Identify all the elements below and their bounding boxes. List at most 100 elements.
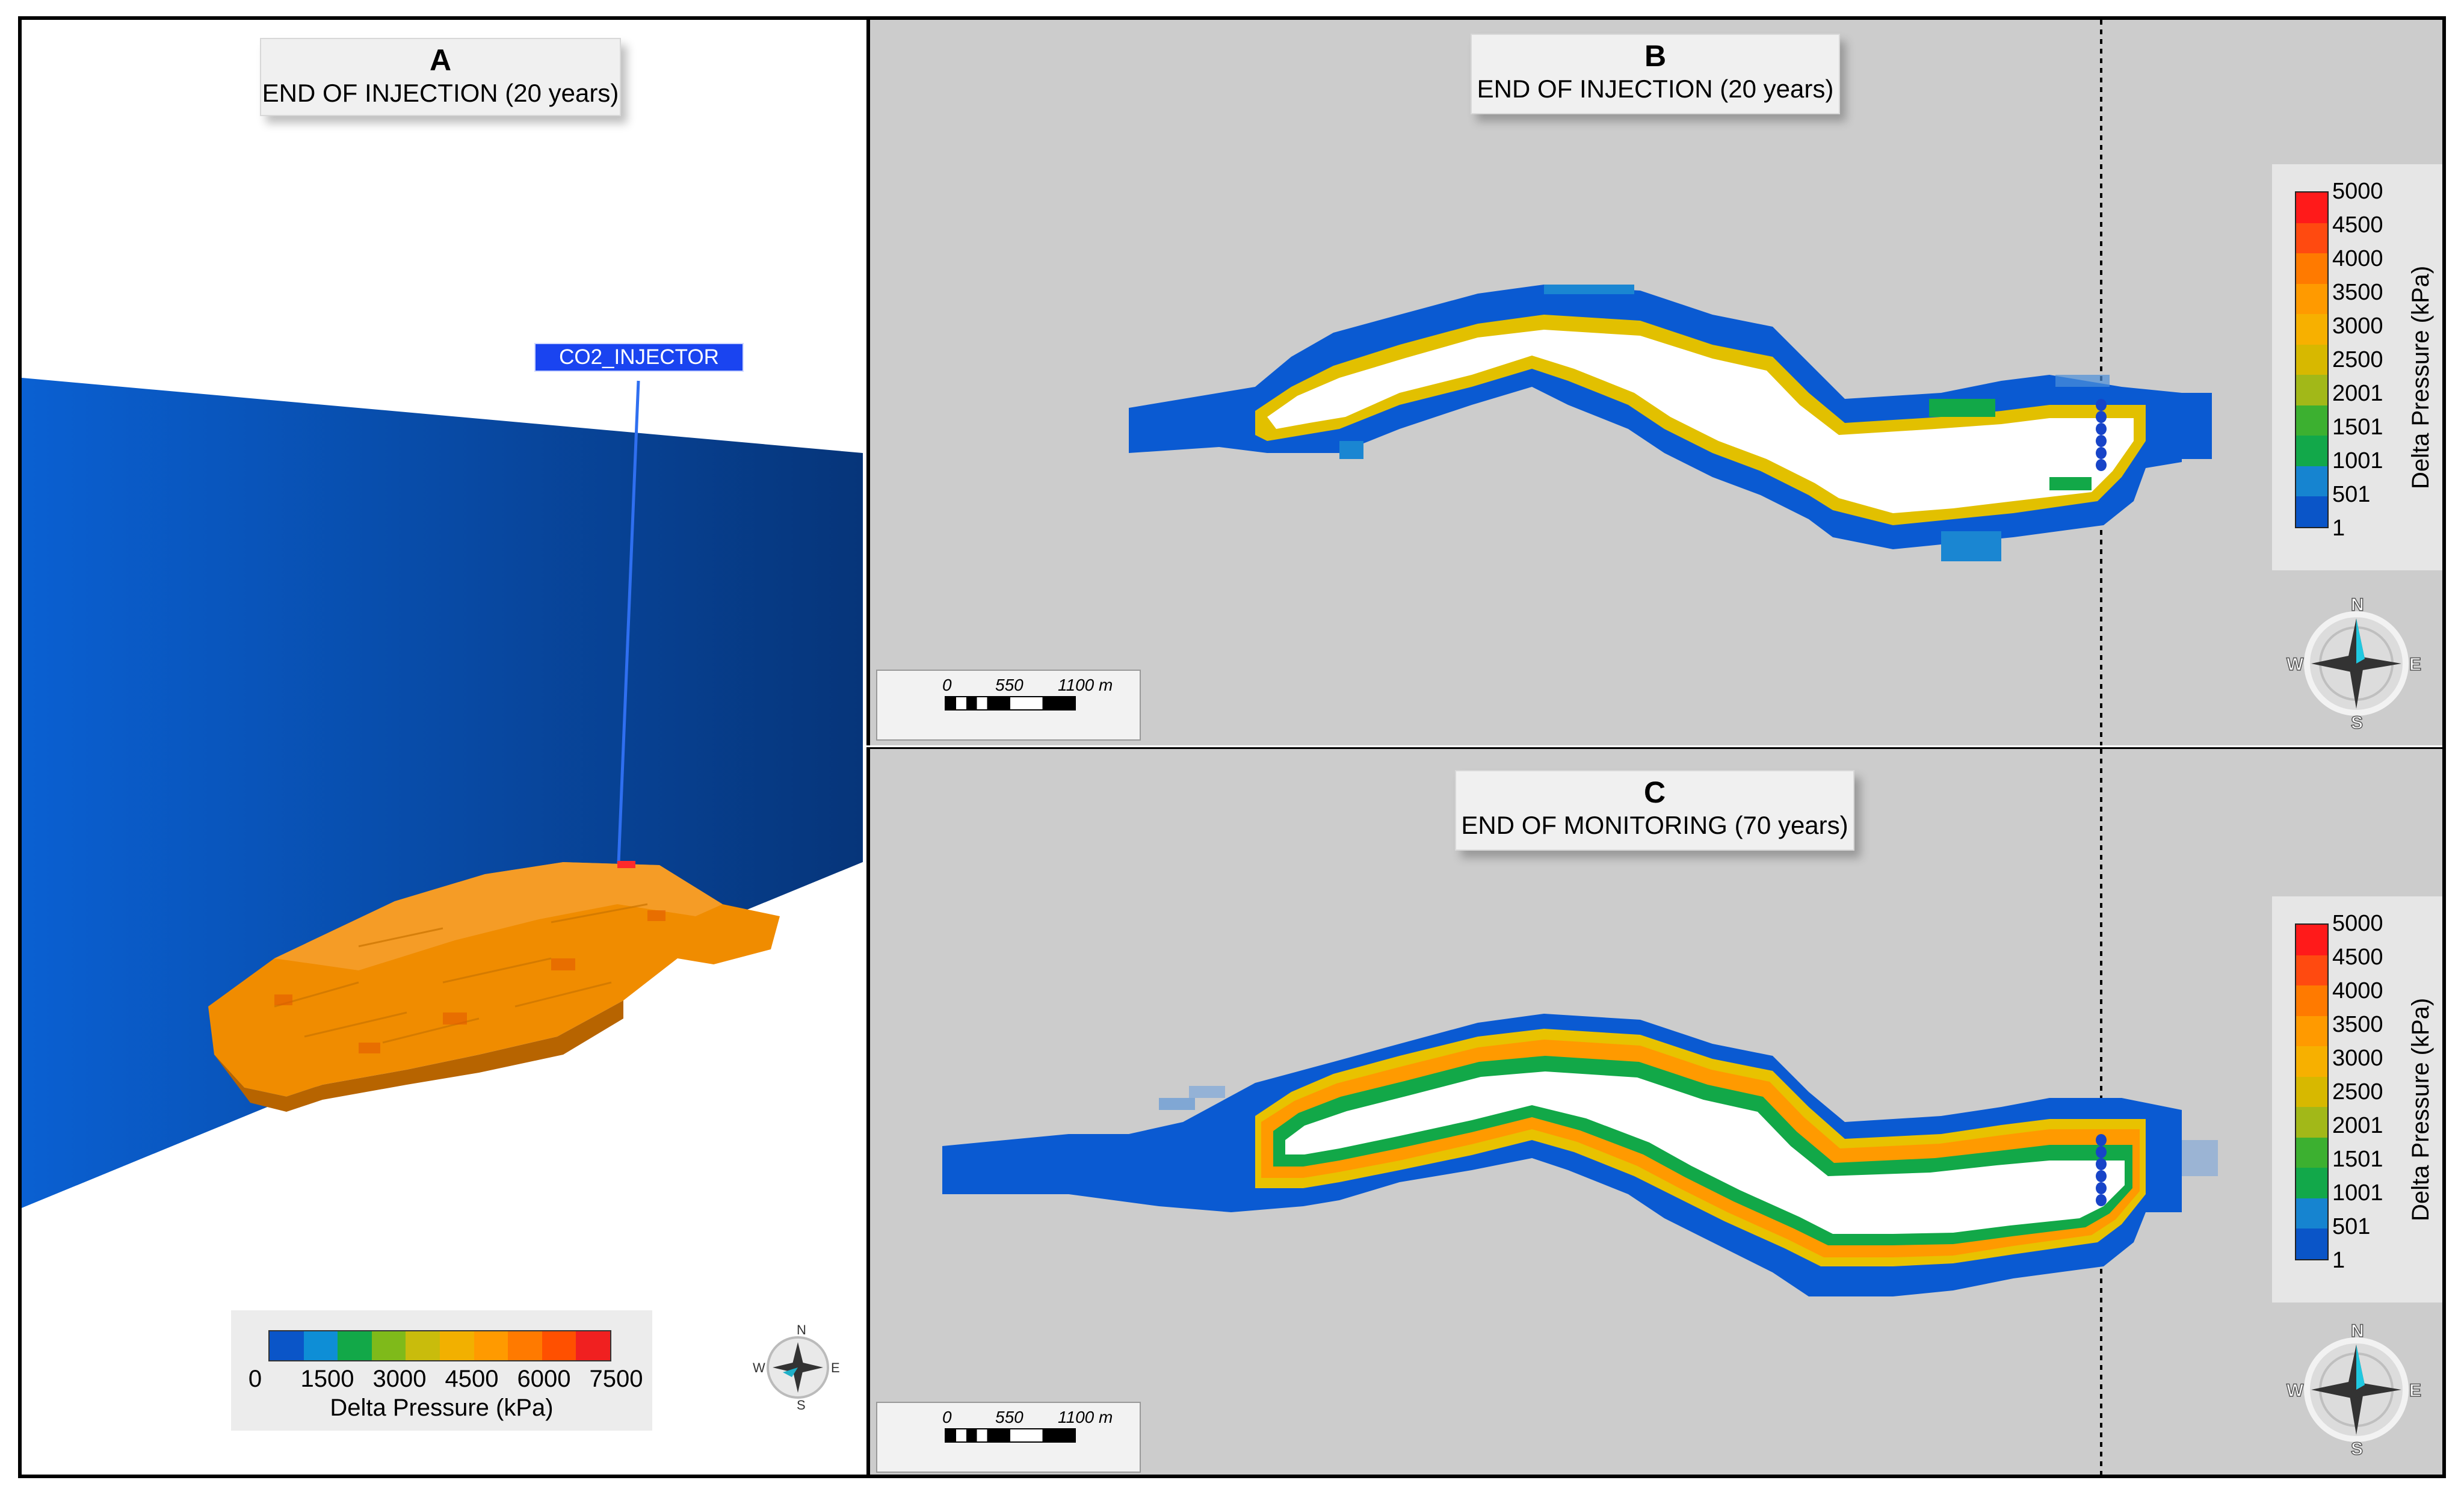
panel-c-letter: C	[1643, 775, 1666, 809]
legend-swatch	[2296, 466, 2327, 497]
legend-swatch	[2296, 985, 2327, 1016]
legend-label: 1501	[2332, 415, 2383, 440]
legend-label: 3000	[2332, 313, 2383, 339]
compass-b-s: S	[2351, 713, 2363, 733]
compass-c-s: S	[2351, 1439, 2363, 1459]
legend-swatch	[2296, 283, 2327, 315]
scale-b-bar	[945, 696, 1076, 711]
compass-c-n: N	[2351, 1321, 2364, 1341]
legend-a-tick: 4500	[445, 1366, 499, 1392]
legend-label: 4000	[2332, 978, 2383, 1003]
panel-a-legend: 0 1500 3000 4500 6000 7500 Delta Pressure (kP…	[231, 1310, 652, 1431]
scale-b-0: 0	[942, 676, 952, 694]
compass-b-e: E	[2409, 655, 2421, 674]
legend-a-swatch	[338, 1331, 372, 1360]
legend-label: 3000	[2332, 1046, 2383, 1071]
legend-label: 1	[2332, 516, 2345, 541]
legend-a-swatch	[474, 1331, 508, 1360]
co2-plume	[208, 861, 780, 1112]
legend-label: 501	[2332, 482, 2371, 507]
scale-c-550: 550	[995, 1408, 1024, 1426]
legend-label: 5000	[2332, 179, 2383, 204]
legend-swatch	[2296, 925, 2327, 955]
panel-c-legend: 5000 4500 4000 3500 3000 2500 2001 1501 1001 501 1…	[2272, 896, 2442, 1302]
panel-c-scalebar: 0 550 1100 m	[876, 1402, 1141, 1473]
well-label: CO2_INJECTOR	[534, 343, 744, 372]
compass-b-n: N	[2351, 595, 2364, 615]
legend-a-swatch	[542, 1331, 576, 1360]
panel-c-map	[942, 749, 2218, 1475]
panel-c-well-perforations	[2096, 1134, 2107, 1206]
panel-c-compass: N S E W	[2286, 1321, 2422, 1460]
legend-swatch	[2296, 193, 2327, 223]
compass-3d: N S E W	[753, 1322, 840, 1413]
legend-label: 1001	[2332, 448, 2383, 473]
injector-well-line	[617, 380, 640, 864]
legend-a-tick: 0	[248, 1366, 262, 1392]
scale-b-1100: 1100 m	[1058, 676, 1113, 694]
panel-c-plume	[942, 1014, 2218, 1296]
panel-b-subtitle: END OF INJECTION (20 years)	[1477, 75, 1834, 103]
panel-c: C END OF MONITORING (70 years) 5000 4500 4…	[866, 747, 2442, 1475]
legend-swatch	[2296, 436, 2327, 466]
panel-a-3d-view	[22, 378, 863, 1475]
legend-label: 2500	[2332, 347, 2383, 372]
legend-label: 2001	[2332, 381, 2383, 406]
panel-b-legend: 5000 4500 4000 3500 3000 2500 2001 1501 1001 501 1…	[2272, 164, 2442, 570]
legend-label: 1	[2332, 1248, 2345, 1273]
legend-swatch	[2296, 405, 2327, 436]
legend-a-tick: 7500	[589, 1366, 643, 1392]
legend-label: 1501	[2332, 1147, 2383, 1172]
legend-a-tick: 6000	[517, 1366, 571, 1392]
compass-3d-w: W	[753, 1360, 765, 1375]
panel-b-letter: B	[1644, 39, 1667, 73]
legend-swatch	[2296, 344, 2327, 375]
legend-swatch	[2296, 1076, 2327, 1108]
legend-axis-title: Delta Pressure (kPa)	[2407, 997, 2434, 1221]
legend-label: 4500	[2332, 945, 2383, 970]
legend-swatch	[2296, 1137, 2327, 1168]
legend-label: 3500	[2332, 1012, 2383, 1037]
legend-swatch	[2296, 1198, 2327, 1229]
legend-label: 1001	[2332, 1180, 2383, 1206]
panel-b-title: B END OF INJECTION (20 years)	[1471, 34, 1840, 114]
panel-b-well-perforations	[2096, 399, 2107, 471]
panel-a: A END OF INJECTION (20 years) CO2_INJECT…	[22, 20, 863, 1475]
scale-c-bar	[945, 1428, 1076, 1443]
compass-3d-e: E	[831, 1360, 840, 1375]
panel-c-title: C END OF MONITORING (70 years)	[1455, 770, 1854, 851]
legend-label: 5000	[2332, 911, 2383, 936]
compass-3d-s: S	[797, 1398, 806, 1413]
legend-swatch	[2296, 1228, 2327, 1260]
legend-label: 2500	[2332, 1079, 2383, 1105]
legend-swatch	[2296, 223, 2327, 254]
scale-b-550: 550	[995, 676, 1024, 694]
legend-a-swatch	[270, 1331, 304, 1360]
legend-a-title: Delta Pressure (kPa)	[330, 1395, 554, 1421]
legend-swatch	[2296, 1168, 2327, 1198]
panel-b-map	[1129, 20, 2212, 745]
legend-swatch	[2296, 375, 2327, 405]
legend-a-swatch	[576, 1331, 610, 1360]
legend-axis-title: Delta Pressure (kPa)	[2407, 265, 2434, 489]
compass-c-e: E	[2409, 1381, 2421, 1401]
panel-b: B END OF INJECTION (20 years) 5000 4500 40…	[866, 20, 2442, 745]
figure-frame	[18, 16, 2446, 1478]
legend-swatch	[2296, 1107, 2327, 1138]
legend-label: 4000	[2332, 246, 2383, 271]
legend-colorbar	[2295, 923, 2329, 1260]
legend-colorbar	[2295, 191, 2329, 528]
panel-b-plume	[1129, 285, 2212, 561]
panel-a-subtitle: END OF INJECTION (20 years)	[262, 79, 619, 107]
legend-a-swatch	[439, 1331, 474, 1360]
compass-b-w: W	[2286, 655, 2304, 674]
panel-b-scalebar: 0 550 1100 m	[876, 670, 1141, 741]
legend-label: 501	[2332, 1214, 2371, 1239]
legend-a-colorbar	[268, 1330, 611, 1361]
legend-swatch	[2296, 496, 2327, 528]
legend-label: 3500	[2332, 280, 2383, 305]
legend-swatch	[2296, 955, 2327, 986]
legend-a-swatch	[303, 1331, 338, 1360]
scale-c-0: 0	[942, 1408, 952, 1426]
legend-swatch	[2296, 1016, 2327, 1047]
